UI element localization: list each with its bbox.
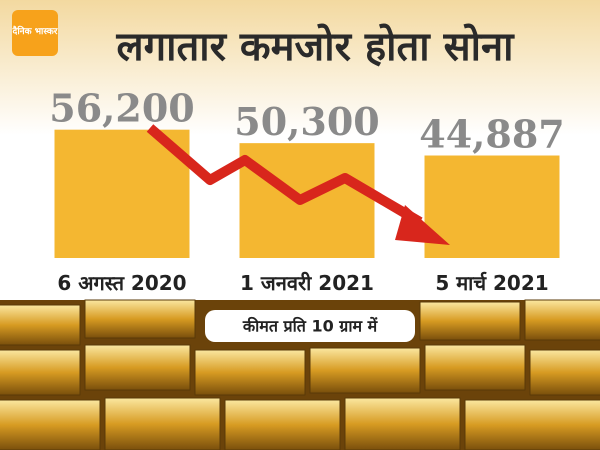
plot: 56,200 6 अगस्त 2020 50,300 1 जनवरी 2021 44,8… — [49, 86, 564, 295]
value-label: 50,300 — [234, 99, 379, 144]
note-box — [205, 310, 415, 342]
x-tick-label: 1 जनवरी 2021 — [240, 271, 374, 295]
gold-bars-photo — [0, 299, 600, 450]
trend-arrow — [146, 124, 423, 227]
chart-title: लगातार कमजोर होता सोना — [115, 23, 515, 70]
logo — [12, 10, 58, 56]
arrow-head — [395, 205, 450, 245]
bar — [54, 129, 190, 258]
x-tick-label: 5 मार्च 2021 — [435, 271, 548, 295]
value-label: 44,887 — [419, 112, 564, 157]
brand: दैनिक भास्कर — [12, 25, 58, 37]
x-tick-label: 6 अगस्त 2020 — [57, 271, 186, 295]
note: कीमत प्रति 10 ग्राम में — [242, 317, 379, 336]
value-label: 56,200 — [49, 86, 194, 131]
bar — [424, 155, 560, 258]
